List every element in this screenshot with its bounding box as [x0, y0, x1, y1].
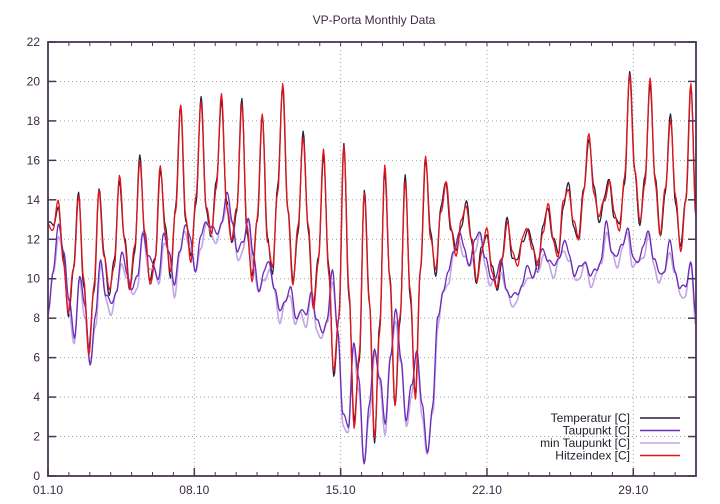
series-layer: [47, 70, 697, 465]
legend-label: min Taupunkt [C]: [540, 436, 630, 450]
axes: [47, 41, 697, 477]
x-tick-label: 22.10: [472, 483, 502, 497]
legend-label: Hitzeindex [C]: [555, 449, 630, 463]
y-tick-label: 22: [27, 35, 41, 49]
y-tick-label: 0: [33, 469, 40, 483]
y-tick-label: 18: [27, 114, 41, 128]
x-tick-label: 08.10: [179, 483, 209, 497]
chart-title: VP-Porta Monthly Data: [313, 13, 436, 27]
legend-label: Taupunkt [C]: [563, 424, 630, 438]
x-axis-ticks: 01.10 08.10 15.10 22.10 29.10: [33, 42, 697, 497]
series-line-hitzeindex-c: [47, 74, 697, 439]
x-tick-label: 01.10: [33, 483, 63, 497]
x-tick-label: 29.10: [618, 483, 648, 497]
y-tick-label: 20: [27, 74, 41, 88]
y-axis-ticks: 0 2 4 6 8 10 12 14 16 18 20 22: [27, 35, 696, 483]
y-tick-label: 2: [33, 430, 40, 444]
y-tick-label: 16: [27, 153, 41, 167]
y-tick-label: 10: [27, 272, 41, 286]
y-tick-label: 12: [27, 232, 41, 246]
plot-border: [47, 41, 697, 477]
y-tick-label: 8: [33, 311, 40, 325]
legend-label: Temperatur [C]: [551, 411, 630, 425]
y-tick-label: 14: [27, 193, 41, 207]
y-tick-label: 4: [33, 390, 40, 404]
y-tick-label: 6: [33, 351, 40, 365]
x-tick-label: 15.10: [326, 483, 356, 497]
legend: Temperatur [C]Taupunkt [C]min Taupunkt […: [540, 411, 680, 463]
